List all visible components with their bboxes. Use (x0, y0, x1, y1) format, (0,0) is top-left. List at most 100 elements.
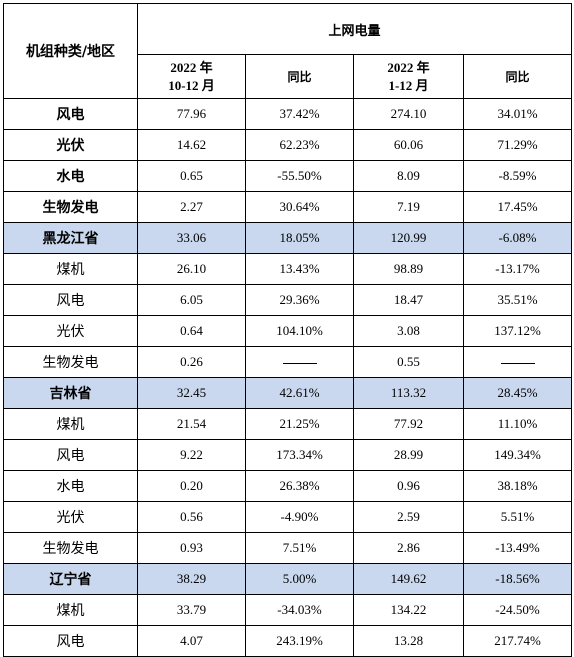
cell-v3: 274.10 (353, 98, 464, 130)
table-row: 风电 77.96 37.42% 274.10 34.01% (3, 98, 573, 130)
cell-v2: 7.51% (245, 532, 354, 564)
cell-v3: 3.08 (353, 315, 464, 347)
cell-v1: 21.54 (137, 408, 246, 440)
cell-v2: 42.61% (245, 377, 354, 409)
table-row: 生物发电 0.93 7.51% 2.86 -13.49% (3, 532, 573, 564)
cell-v3: 28.99 (353, 439, 464, 471)
header-full-year-2022: 2022 年 1-12 月 (353, 54, 464, 99)
cell-v1: 2.27 (137, 191, 246, 223)
row-label: 光伏 (3, 315, 138, 347)
cell-v4: 71.29% (462, 129, 573, 161)
cell-v2: 104.10% (245, 315, 354, 347)
cell-v3: 149.62 (353, 563, 464, 595)
row-label: 生物发电 (3, 346, 138, 378)
cell-v4: -24.50% (462, 594, 573, 626)
table-row: 煤机 33.79 -34.03% 134.22 -24.50% (3, 594, 573, 626)
cell-v3: 98.89 (353, 253, 464, 285)
cell-v2: 37.42% (245, 98, 354, 130)
cell-v4: 5.51% (462, 501, 573, 533)
cell-v1: 26.10 (137, 253, 246, 285)
cell-v2: 29.36% (245, 284, 354, 316)
cell-v3: 113.32 (353, 377, 464, 409)
row-label: 吉林省 (3, 377, 138, 409)
cell-v1: 4.07 (137, 625, 246, 657)
table-body: 风电 77.96 37.42% 274.10 34.01% 光伏 14.62 62.23% 60… (3, 98, 573, 657)
header-full-yoy-label: 同比 (505, 69, 530, 84)
cell-v1: 9.22 (137, 439, 246, 471)
row-label: 风电 (3, 98, 138, 130)
row-label: 风电 (3, 625, 138, 657)
cell-v1: 77.96 (137, 98, 246, 130)
cell-v4: 137.12% (462, 315, 573, 347)
cell-v4: -13.49% (462, 532, 573, 564)
row-label: 煤机 (3, 408, 138, 440)
table-row: 煤机 21.54 21.25% 77.92 11.10% (3, 408, 573, 440)
cell-v3: 7.19 (353, 191, 464, 223)
table-row-region: 辽宁省 38.29 5.00% 149.62 -18.56% (3, 563, 573, 595)
cell-v1: 0.64 (137, 315, 246, 347)
table-row: 煤机 26.10 13.43% 98.89 -13.17% (3, 253, 573, 285)
cell-v2: 62.23% (245, 129, 354, 161)
empty-dash (245, 346, 354, 378)
cell-v3: 2.59 (353, 501, 464, 533)
cell-v2: 18.05% (245, 222, 354, 254)
cell-v2: 30.64% (245, 191, 354, 223)
cell-v1: 0.26 (137, 346, 246, 378)
cell-v3: 120.99 (353, 222, 464, 254)
cell-v2: 243.19% (245, 625, 354, 657)
row-label: 辽宁省 (3, 563, 138, 595)
row-label: 水电 (3, 160, 138, 192)
cell-v4: 35.51% (462, 284, 573, 316)
row-label: 风电 (3, 284, 138, 316)
row-label: 生物发电 (3, 532, 138, 564)
cell-v2: 5.00% (245, 563, 354, 595)
cell-v4: 17.45% (462, 191, 573, 223)
cell-v4: 11.10% (462, 408, 573, 440)
row-label: 黑龙江省 (3, 222, 138, 254)
cell-v2: 21.25% (245, 408, 354, 440)
cell-v1: 0.56 (137, 501, 246, 533)
cell-v3: 13.28 (353, 625, 464, 657)
table-row: 光伏 0.64 104.10% 3.08 137.12% (3, 315, 573, 347)
cell-v3: 18.47 (353, 284, 464, 316)
table-row: 光伏 14.62 62.23% 60.06 71.29% (3, 129, 573, 161)
power-generation-table: 机组种类/地区 上网电量 2022 年 10-12 月 同比 2022 年 1-… (3, 3, 573, 657)
header-q4-2022: 2022 年 10-12 月 (137, 54, 246, 99)
header-full-period: 1-12 月 (388, 77, 429, 93)
cell-v4: -13.17% (462, 253, 573, 285)
row-label: 水电 (3, 470, 138, 502)
row-label: 光伏 (3, 129, 138, 161)
row-label: 煤机 (3, 253, 138, 285)
cell-v4: 28.45% (462, 377, 573, 409)
cell-v1: 32.45 (137, 377, 246, 409)
cell-v1: 0.65 (137, 160, 246, 192)
cell-v2: 173.34% (245, 439, 354, 471)
table-row: 光伏 0.56 -4.90% 2.59 5.51% (3, 501, 573, 533)
table-row: 生物发电 2.27 30.64% 7.19 17.45% (3, 191, 573, 223)
cell-v2: -55.50% (245, 160, 354, 192)
table-row-region: 黑龙江省 33.06 18.05% 120.99 -6.08% (3, 222, 573, 254)
header-full-yoy: 同比 (462, 54, 573, 99)
cell-v1: 0.93 (137, 532, 246, 564)
cell-v2: -4.90% (245, 501, 354, 533)
cell-v3: 77.92 (353, 408, 464, 440)
header-q4-yoy: 同比 (245, 54, 354, 99)
cell-v3: 0.55 (353, 346, 464, 378)
cell-v2: 26.38% (245, 470, 354, 502)
cell-v4: -18.56% (462, 563, 573, 595)
dash-line (500, 362, 535, 364)
cell-v3: 8.09 (353, 160, 464, 192)
cell-v1: 33.06 (137, 222, 246, 254)
table-row: 生物发电 0.26 0.55 (3, 346, 573, 378)
header-q4-yoy-label: 同比 (287, 69, 312, 84)
cell-v2: -34.03% (245, 594, 354, 626)
row-label: 生物发电 (3, 191, 138, 223)
header-q4-year: 2022 年 (170, 59, 213, 75)
empty-dash (462, 346, 573, 378)
cell-v1: 6.05 (137, 284, 246, 316)
cell-v2: 13.43% (245, 253, 354, 285)
header-category: 机组种类/地区 (3, 3, 138, 99)
row-label: 煤机 (3, 594, 138, 626)
table-row: 水电 0.65 -55.50% 8.09 -8.59% (3, 160, 573, 192)
cell-v4: 149.34% (462, 439, 573, 471)
